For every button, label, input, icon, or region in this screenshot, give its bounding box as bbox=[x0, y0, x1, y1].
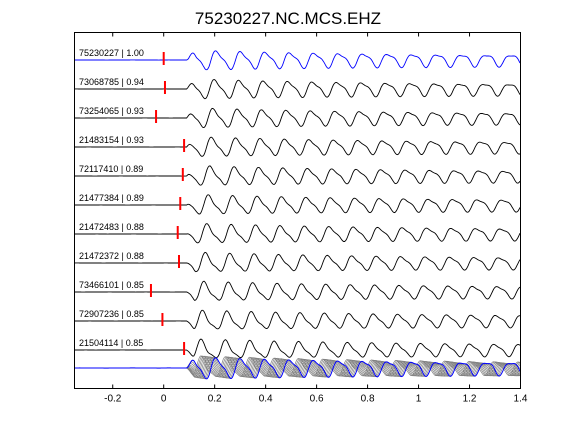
stack-layer bbox=[74, 355, 521, 380]
x-tick-label: 0.2 bbox=[208, 394, 222, 405]
trace-line bbox=[74, 280, 521, 301]
trace-line bbox=[74, 223, 521, 244]
x-tick-label: 0.8 bbox=[361, 394, 375, 405]
x-tick-label: 1.4 bbox=[514, 394, 528, 405]
trace-line bbox=[74, 50, 521, 71]
trace-label: 73466101 | 0.85 bbox=[79, 280, 144, 290]
trace-line bbox=[74, 251, 521, 273]
x-tick-label: 1 bbox=[416, 394, 422, 405]
trace-line bbox=[74, 79, 521, 100]
x-tick-label: 0.6 bbox=[310, 394, 324, 405]
trace-line bbox=[74, 194, 521, 215]
traces-layer bbox=[74, 50, 521, 359]
trace-label: 75230227 | 1.00 bbox=[79, 48, 144, 58]
trace-label: 72117410 | 0.89 bbox=[79, 164, 143, 174]
chart-title: 75230227.NC.MCS.EHZ bbox=[195, 9, 381, 28]
x-tick-label: 0 bbox=[161, 394, 167, 405]
trace-line bbox=[74, 165, 521, 186]
trace-label: 21504114 | 0.85 bbox=[79, 338, 143, 348]
trace-label: 21477384 | 0.89 bbox=[79, 193, 144, 203]
x-axis: -0.2 0 0.2 0.4 0.6 0.8 1 1.2 1.4 bbox=[104, 32, 528, 405]
axes-frame bbox=[74, 32, 521, 389]
picks-layer bbox=[149, 52, 186, 355]
trace-line bbox=[74, 107, 521, 128]
trace-label: 73254065 | 0.93 bbox=[79, 106, 144, 116]
x-tick-label: 0.4 bbox=[259, 394, 273, 405]
trace-label: 72907236 | 0.85 bbox=[79, 309, 144, 319]
trace-line bbox=[74, 338, 521, 359]
trace-line bbox=[74, 136, 521, 157]
labels-layer: 75230227 | 1.00 73068785 | 0.94 73254065 |… bbox=[79, 48, 144, 348]
x-tick-label: 1.2 bbox=[463, 394, 477, 405]
trace-label: 73068785 | 0.94 bbox=[79, 77, 144, 87]
trace-label: 21483154 | 0.93 bbox=[79, 135, 144, 145]
trace-label: 21472483 | 0.88 bbox=[79, 222, 144, 232]
trace-label: 21472372 | 0.88 bbox=[79, 251, 144, 261]
x-tick-label: -0.2 bbox=[104, 394, 122, 405]
stack-reference-trace bbox=[74, 357, 521, 380]
trace-line bbox=[74, 309, 521, 330]
